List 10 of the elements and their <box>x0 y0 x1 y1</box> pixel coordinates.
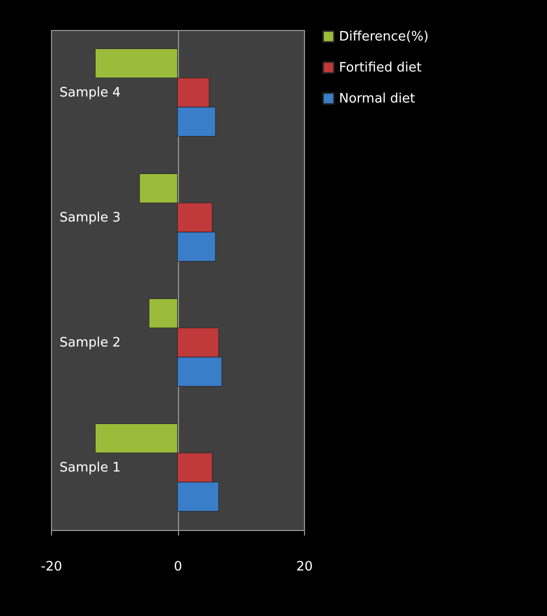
y-tick-label: Sample 2 <box>60 336 121 350</box>
y-tick-label: Sample 1 <box>60 460 121 476</box>
legend-label: Difference(%) <box>339 30 429 44</box>
legend-label: Normal diet <box>339 92 416 106</box>
y-tick-label: Sample 4 <box>60 86 121 100</box>
x-tick-label: -20 <box>40 560 62 574</box>
legend-label: Fortified diet <box>339 60 422 76</box>
x-tick-label: 20 <box>296 560 313 574</box>
y-tick-label: Sample 3 <box>60 210 121 226</box>
x-tick-label: 0 <box>174 560 182 574</box>
